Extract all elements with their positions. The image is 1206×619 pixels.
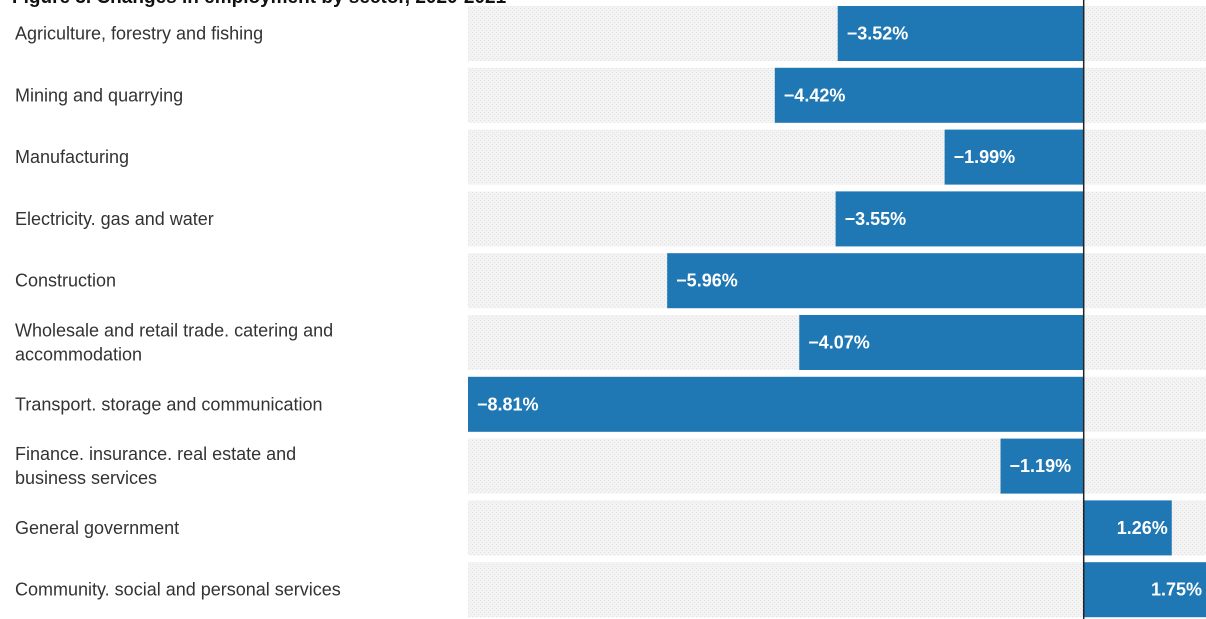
bar (835, 191, 1084, 247)
chart-title: Figure 3. Changes in employment by secto… (12, 0, 506, 9)
bar (1083, 500, 1172, 556)
value-label: −8.81% (477, 394, 539, 414)
category-label: Electricity. gas and water (15, 209, 214, 229)
category-label: Mining and quarrying (15, 85, 183, 105)
category-label: Construction (15, 271, 116, 291)
value-label: −3.52% (847, 24, 909, 44)
value-label: 1.75% (1151, 580, 1202, 600)
category-label: Agriculture, forestry and fishing (15, 24, 263, 44)
bar-track (468, 129, 1206, 185)
bar-track (468, 438, 1206, 494)
value-label: −1.99% (954, 147, 1016, 167)
bar (837, 6, 1084, 61)
bar (799, 315, 1084, 370)
category-label: Finance. insurance. real estate and busin… (15, 444, 296, 488)
bar (667, 253, 1084, 309)
category-label: Wholesale and retail trade. catering and… (15, 321, 333, 365)
bar-track (468, 6, 1206, 61)
bar (774, 67, 1084, 123)
category-label: Transport. storage and communication (15, 394, 323, 414)
value-label: −4.42% (784, 85, 846, 105)
bar (1083, 562, 1206, 618)
value-label: −1.19% (1010, 456, 1072, 476)
bar (944, 129, 1084, 185)
category-label: Manufacturing (15, 147, 129, 167)
bar (468, 376, 1084, 432)
category-label: Community. social and personal services (15, 580, 341, 600)
value-label: −3.55% (845, 209, 907, 229)
bar (1000, 438, 1084, 494)
category-label: General government (15, 518, 179, 538)
value-label: 1.26% (1117, 518, 1168, 538)
value-label: −5.96% (676, 271, 738, 291)
value-label: −4.07% (808, 333, 870, 353)
